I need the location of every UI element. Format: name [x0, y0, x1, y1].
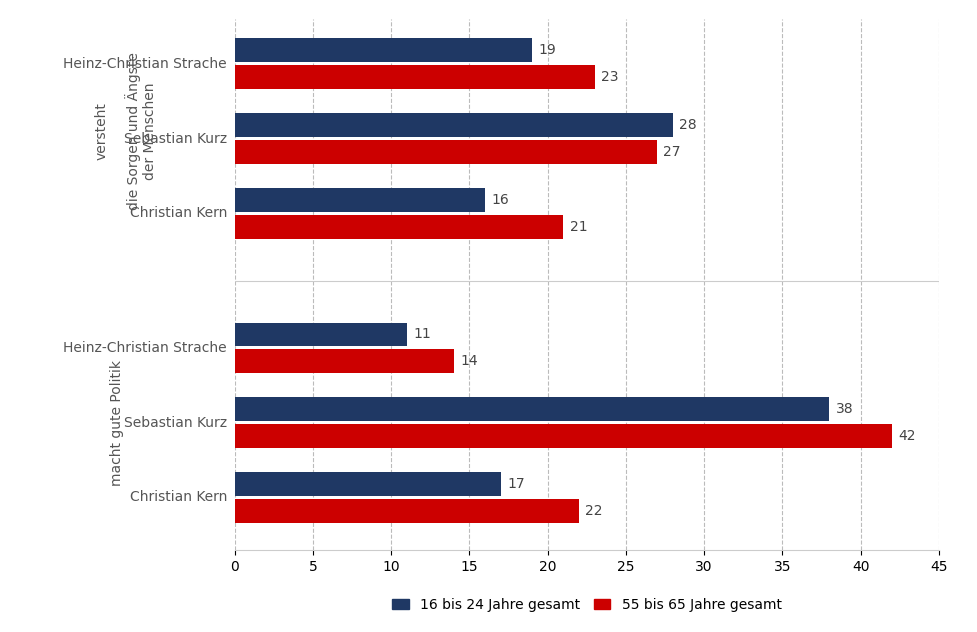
Text: Sebastian Kurz: Sebastian Kurz [124, 416, 227, 430]
Bar [234, 349, 453, 374]
Bar [234, 398, 828, 422]
Bar [234, 188, 485, 212]
Bar [234, 424, 891, 448]
Bar [234, 140, 657, 164]
Text: Christian Kern: Christian Kern [129, 207, 227, 221]
Text: 38: 38 [834, 403, 852, 416]
Text: 17: 17 [506, 477, 524, 491]
Text: 42: 42 [897, 429, 914, 443]
Text: Christian Kern: Christian Kern [129, 490, 227, 504]
Bar [234, 65, 594, 89]
Text: Sebastian Kurz: Sebastian Kurz [124, 131, 227, 145]
Text: 23: 23 [600, 70, 617, 84]
Text: 16: 16 [490, 193, 509, 207]
Bar [234, 499, 578, 523]
Bar [234, 322, 406, 346]
Legend: 16 bis 24 Jahre gesamt, 55 bis 65 Jahre gesamt: 16 bis 24 Jahre gesamt, 55 bis 65 Jahre … [386, 592, 786, 617]
Text: 11: 11 [412, 327, 431, 341]
Text: versteht: versteht [95, 102, 108, 160]
Text: macht gute Politik: macht gute Politik [110, 360, 124, 486]
Bar [234, 215, 563, 239]
Text: 27: 27 [662, 145, 680, 159]
Text: die Sorgen und Ängste
der Menschen: die Sorgen und Ängste der Menschen [125, 52, 156, 210]
Text: 14: 14 [459, 355, 477, 368]
Text: Heinz-Christian Strache: Heinz-Christian Strache [64, 57, 227, 71]
Text: 21: 21 [569, 220, 586, 234]
Text: Heinz-Christian Strache: Heinz-Christian Strache [64, 341, 227, 355]
Text: 28: 28 [678, 118, 696, 132]
Bar [234, 472, 500, 496]
Bar [234, 113, 672, 137]
Bar [234, 39, 531, 63]
Text: 19: 19 [537, 44, 556, 58]
Text: 22: 22 [584, 504, 602, 518]
